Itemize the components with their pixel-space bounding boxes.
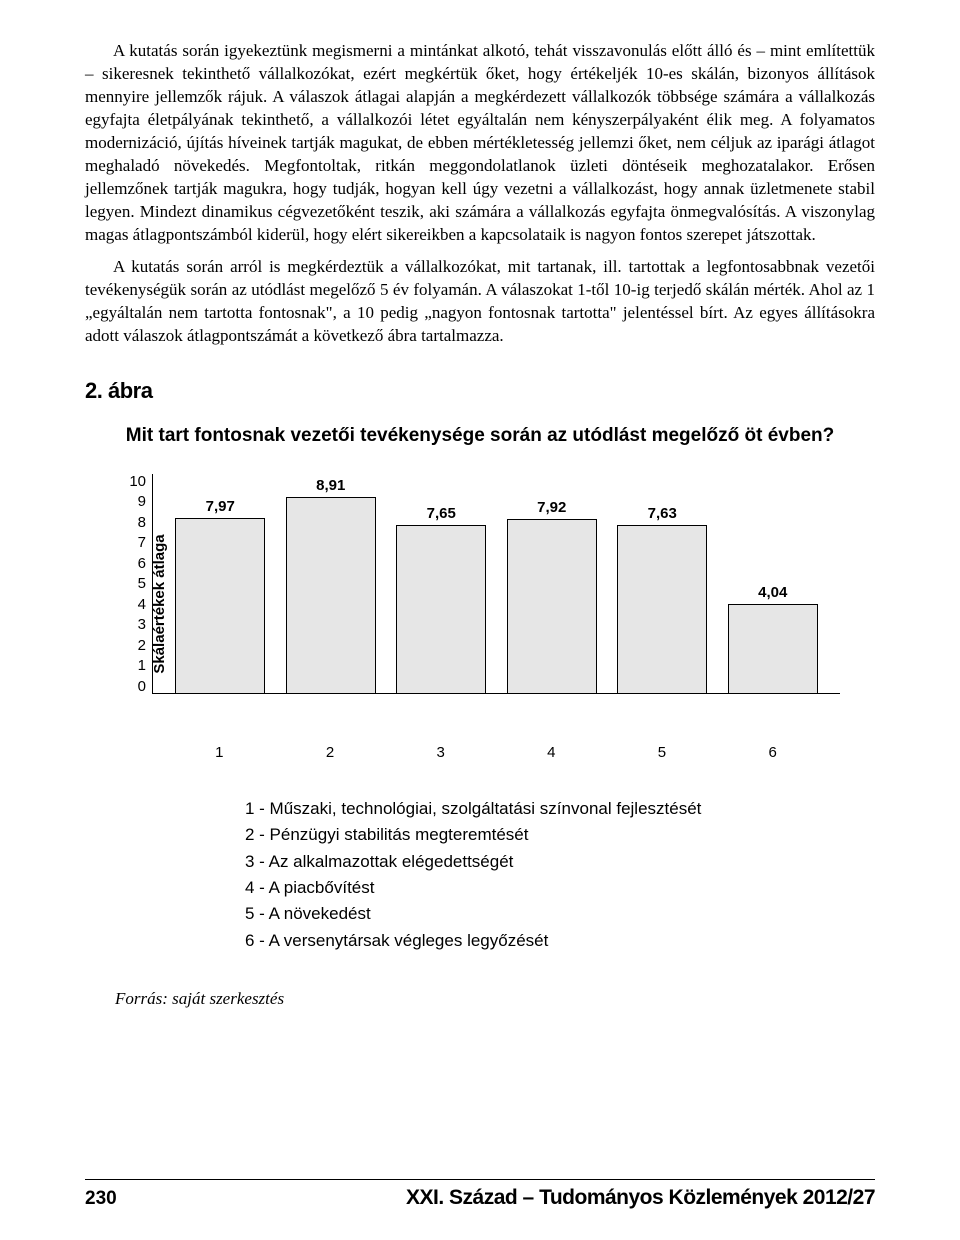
bar xyxy=(175,518,265,693)
x-tick: 1 xyxy=(164,744,274,761)
bar xyxy=(396,525,486,693)
x-tick: 6 xyxy=(718,744,828,761)
y-tick: 3 xyxy=(120,617,146,632)
y-tick: 10 xyxy=(120,474,146,489)
x-tick: 2 xyxy=(275,744,385,761)
y-tick: 5 xyxy=(120,576,146,591)
footer: 230 XXI. Század – Tudományos Közlemények… xyxy=(85,1179,875,1210)
paragraph-1: A kutatás során igyekeztünk megismerni a… xyxy=(85,40,875,246)
page-number: 230 xyxy=(85,1188,117,1210)
bars-wrapper: 7,97 8,91 7,65 7,92 7,63 4,04 xyxy=(153,474,840,693)
bar xyxy=(286,497,376,693)
legend: 1 - Műszaki, technológiai, szolgáltatási… xyxy=(245,796,840,954)
bar xyxy=(728,604,818,693)
figure-label: 2. ábra xyxy=(85,378,875,404)
paragraph-2: A kutatás során arról is megkérdeztük a … xyxy=(85,256,875,348)
y-tick: 6 xyxy=(120,556,146,571)
x-tick: 5 xyxy=(607,744,717,761)
bar-value-label: 8,91 xyxy=(316,477,345,494)
bar-group: 8,91 xyxy=(276,477,386,693)
bar-value-label: 7,92 xyxy=(537,499,566,516)
chart-title: Mit tart fontosnak vezetői tevékenysége … xyxy=(120,424,840,449)
legend-item: 3 - Az alkalmazottak elégedettségét xyxy=(245,849,840,875)
bar-value-label: 7,97 xyxy=(206,498,235,515)
bar-group: 7,92 xyxy=(497,499,607,693)
bar-group: 7,63 xyxy=(607,505,717,693)
y-tick: 4 xyxy=(120,597,146,612)
y-tick: 0 xyxy=(120,679,146,694)
bar xyxy=(617,525,707,693)
bar-group: 4,04 xyxy=(718,584,828,693)
legend-item: 5 - A növekedést xyxy=(245,901,840,927)
bar-group: 7,97 xyxy=(165,498,275,693)
legend-item: 6 - A versenytársak végleges legyőzését xyxy=(245,928,840,954)
journal-title: XXI. Század – Tudományos Közlemények 201… xyxy=(406,1186,875,1210)
chart-container: Mit tart fontosnak vezetői tevékenysége … xyxy=(120,424,840,954)
bar-value-label: 4,04 xyxy=(758,584,787,601)
x-tick: 4 xyxy=(496,744,606,761)
bar xyxy=(507,519,597,693)
chart-area: Skálaértékek átlaga 10 9 8 7 6 5 4 3 2 1… xyxy=(120,474,840,734)
source-text: Forrás: saját szerkesztés xyxy=(115,989,875,1009)
legend-item: 4 - A piacbővítést xyxy=(245,875,840,901)
bar-value-label: 7,63 xyxy=(648,505,677,522)
legend-item: 2 - Pénzügyi stabilitás megteremtését xyxy=(245,822,840,848)
x-axis: 1 2 3 4 5 6 xyxy=(152,744,840,761)
y-axis: 10 9 8 7 6 5 4 3 2 1 0 xyxy=(120,474,152,694)
bar-group: 7,65 xyxy=(386,505,496,693)
y-tick: 7 xyxy=(120,535,146,550)
plot-area: 7,97 8,91 7,65 7,92 7,63 4,04 xyxy=(152,474,840,694)
bar-value-label: 7,65 xyxy=(427,505,456,522)
legend-item: 1 - Műszaki, technológiai, szolgáltatási… xyxy=(245,796,840,822)
x-tick: 3 xyxy=(386,744,496,761)
y-tick: 2 xyxy=(120,638,146,653)
y-tick: 1 xyxy=(120,658,146,673)
y-tick: 8 xyxy=(120,515,146,530)
y-tick: 9 xyxy=(120,494,146,509)
